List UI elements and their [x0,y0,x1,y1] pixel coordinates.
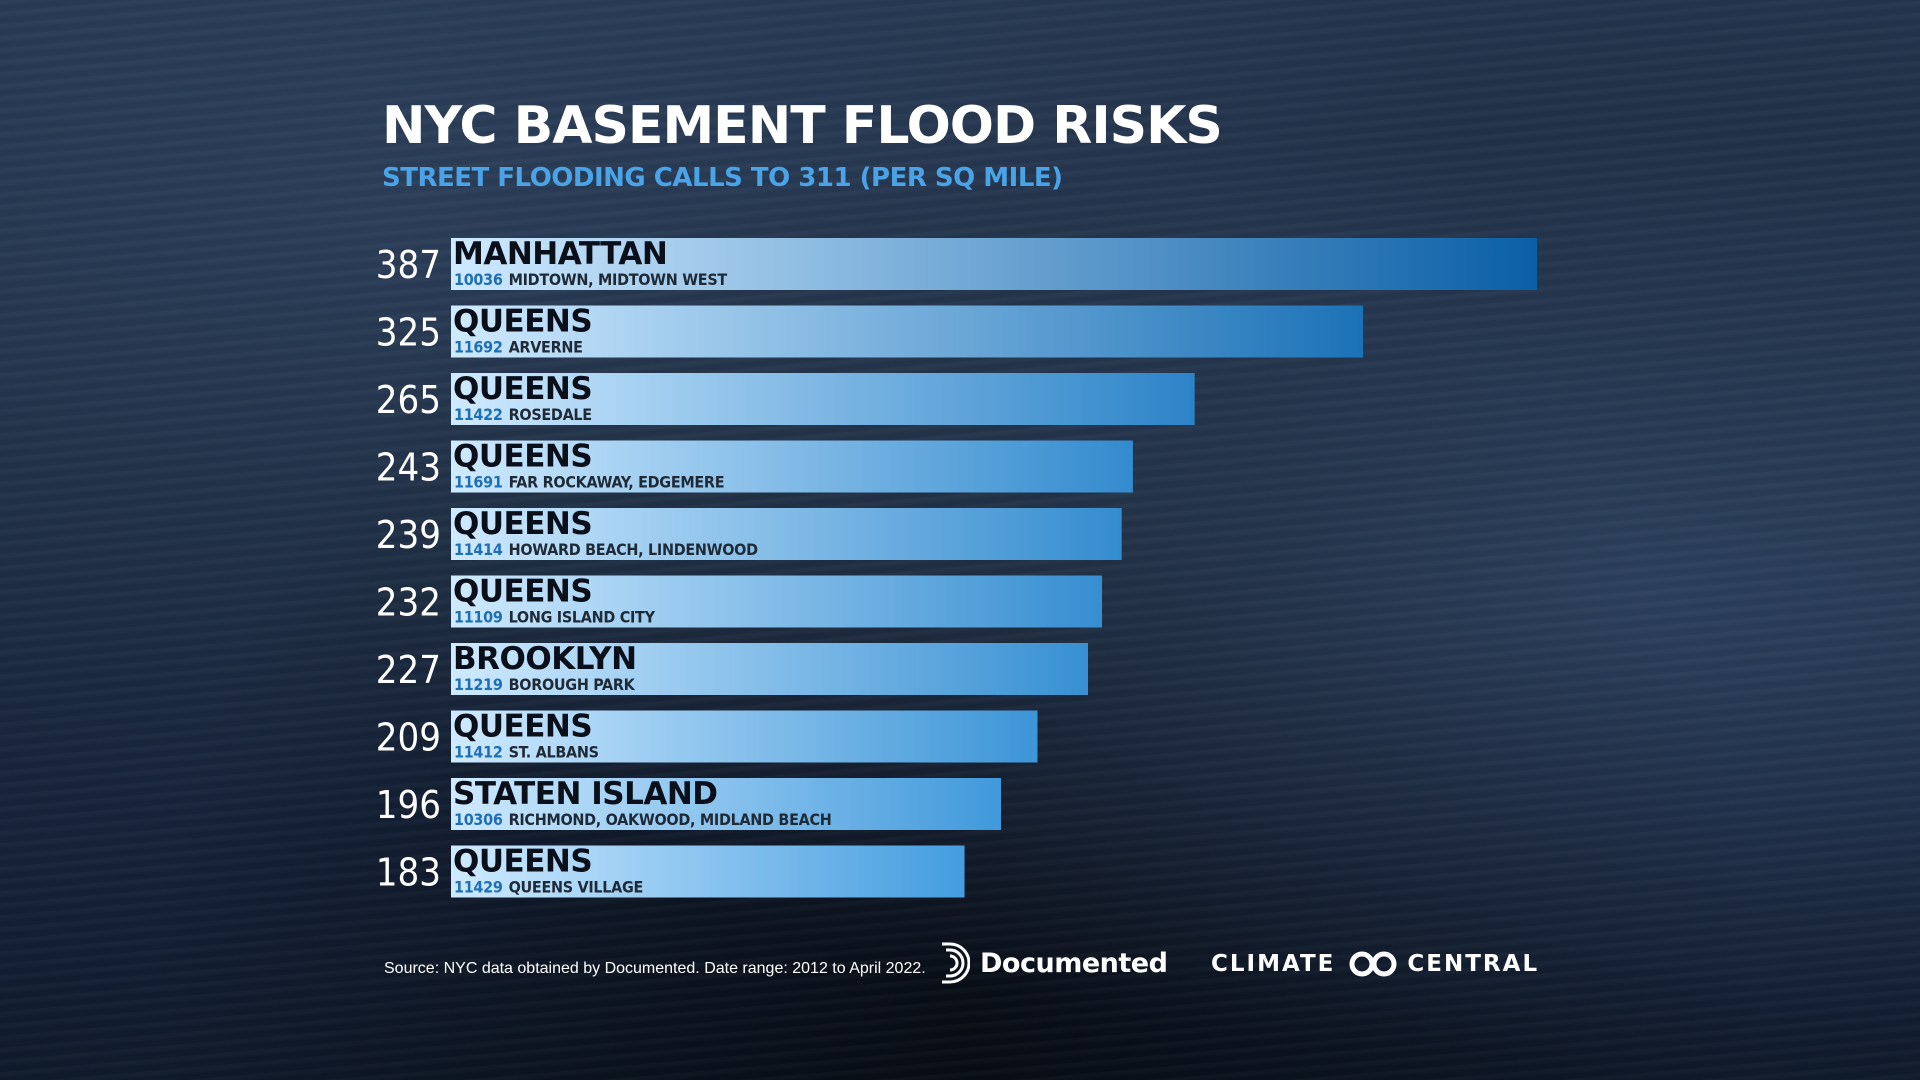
zip-code-8: 11412 [454,743,503,762]
neighborhood-9: RICHMOND, OAKWOOD, MIDLAND BEACH [509,810,832,829]
bar-3 [451,373,1195,425]
value-label-5: 239 [376,513,441,557]
area-label-10: 11429 QUEENS VILLAGE [454,878,643,897]
climate-central-logo: CLIMATE CENTRAL [1211,950,1539,978]
neighborhood-10: QUEENS VILLAGE [509,878,643,897]
value-label-6: 232 [376,581,441,625]
borough-label-9: STATEN ISLAND [453,776,718,812]
bar-5 [451,508,1122,560]
zip-code-6: 11109 [454,608,503,627]
borough-label-5: QUEENS [453,506,592,542]
area-label-7: 11219 BOROUGH PARK [454,675,636,694]
climate-central-word-1: CLIMATE [1211,951,1336,977]
value-label-4: 243 [376,446,441,490]
neighborhood-5: HOWARD BEACH, LINDENWOOD [509,540,759,559]
bar-8 [451,710,1038,763]
source-note: Source: NYC data obtained by Documented.… [384,960,926,977]
neighborhood-6: LONG ISLAND CITY [509,608,656,627]
area-label-1: 10036 MIDTOWN, MIDTOWN WEST [454,270,727,289]
bar-2 [451,305,1364,358]
neighborhood-3: ROSEDALE [509,405,592,424]
chart-title: NYC BASEMENT FLOOD RISKS [382,96,1223,156]
chart-subtitle: STREET FLOODING CALLS TO 311 (PER SQ MIL… [382,163,1063,193]
borough-label-3: QUEENS [453,371,592,407]
bar-6 [451,575,1103,628]
documented-logo: Documented [940,942,1168,984]
neighborhood-4: FAR ROCKAWAY, EDGEMERE [509,473,725,492]
borough-label-6: QUEENS [453,574,592,610]
zip-code-5: 11414 [454,540,503,559]
neighborhood-8: ST. ALBANS [509,743,599,762]
borough-label-8: QUEENS [453,709,592,745]
value-label-1: 387 [376,243,441,287]
neighborhood-7: BOROUGH PARK [509,675,636,694]
neighborhood-1: MIDTOWN, MIDTOWN WEST [509,270,728,289]
climate-central-word-2: CENTRAL [1407,951,1540,977]
documented-logo-icon [942,942,970,984]
borough-label-2: QUEENS [453,304,592,340]
borough-label-1: MANHATTAN [453,236,667,272]
borough-label-10: QUEENS [453,844,592,880]
borough-label-4: QUEENS [453,439,592,475]
bar-7 [451,643,1089,695]
area-label-4: 11691 FAR ROCKAWAY, EDGEMERE [454,473,724,492]
area-label-3: 11422 ROSEDALE [454,405,592,424]
value-label-7: 227 [376,648,441,692]
zip-code-10: 11429 [454,878,503,897]
value-label-8: 209 [376,716,441,760]
value-label-3: 265 [376,378,441,422]
neighborhood-2: ARVERNE [509,338,583,357]
zip-code-9: 10306 [454,810,503,829]
infinity-loop-icon [1349,951,1397,977]
area-label-9: 10306 RICHMOND, OAKWOOD, MIDLAND BEACH [454,810,831,829]
zip-code-3: 11422 [454,405,503,424]
borough-label-7: BROOKLYN [453,641,637,677]
bar-1 [451,238,1537,290]
area-label-2: 11692 ARVERNE [454,338,583,357]
area-label-8: 11412 ST. ALBANS [454,743,599,762]
zip-code-1: 10036 [454,270,503,289]
bar-4 [451,440,1133,493]
area-label-6: 11109 LONG ISLAND CITY [454,608,656,627]
documented-logo-text: Documented [980,947,1168,979]
zip-code-4: 11691 [454,473,503,492]
zip-code-7: 11219 [454,675,503,694]
value-label-9: 196 [376,783,441,827]
value-label-2: 325 [376,311,441,355]
bar-10 [451,845,965,898]
zip-code-2: 11692 [454,338,503,357]
area-label-5: 11414 HOWARD BEACH, LINDENWOOD [454,540,758,559]
value-label-10: 183 [376,851,441,895]
bar-9 [451,778,1002,830]
